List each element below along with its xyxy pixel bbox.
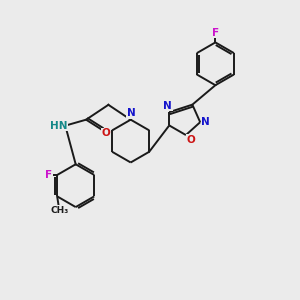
Text: N: N — [164, 100, 172, 111]
Text: O: O — [187, 134, 196, 145]
Text: F: F — [45, 170, 52, 180]
Text: O: O — [101, 128, 110, 138]
Text: N: N — [201, 117, 210, 127]
Text: CH₃: CH₃ — [50, 206, 68, 215]
Text: HN: HN — [50, 121, 68, 130]
Text: N: N — [127, 108, 136, 118]
Text: F: F — [212, 28, 219, 38]
